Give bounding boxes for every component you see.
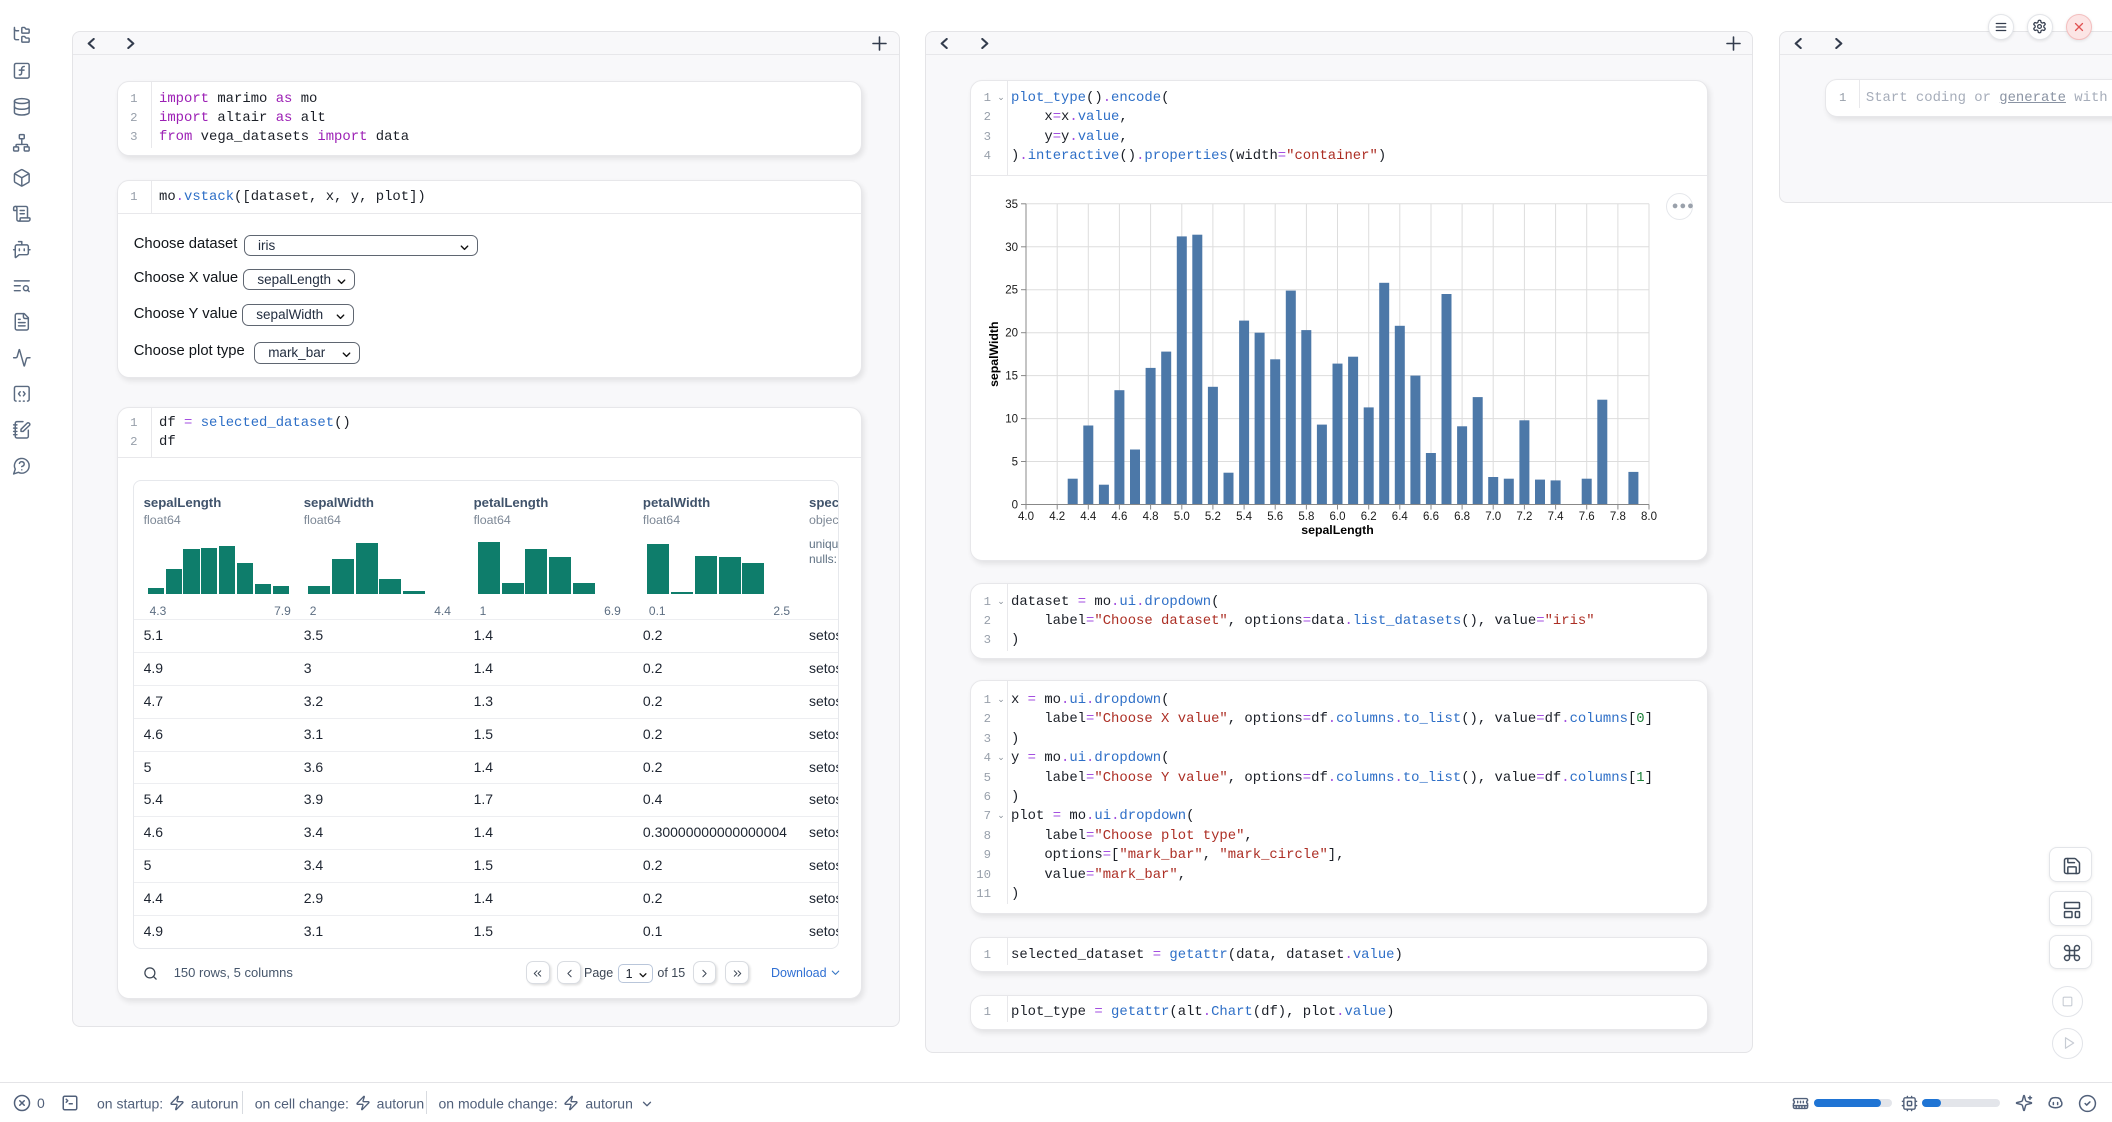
svg-text:7.8: 7.8 <box>1610 511 1626 523</box>
svg-text:6.4: 6.4 <box>1392 511 1409 523</box>
svg-text:6.2: 6.2 <box>1361 511 1377 523</box>
svg-text:sepalWidth: sepalWidth <box>987 321 1001 386</box>
svg-text:30: 30 <box>1005 241 1018 253</box>
svg-text:35: 35 <box>1005 198 1018 210</box>
svg-text:4.6: 4.6 <box>1111 511 1127 523</box>
svg-text:sepalLength: sepalLength <box>1301 523 1373 537</box>
svg-text:5.8: 5.8 <box>1298 511 1314 523</box>
svg-text:6.6: 6.6 <box>1423 511 1439 523</box>
svg-text:7.2: 7.2 <box>1516 511 1532 523</box>
svg-text:5: 5 <box>1012 456 1018 468</box>
svg-text:4.4: 4.4 <box>1080 511 1097 523</box>
svg-text:5.0: 5.0 <box>1174 511 1190 523</box>
svg-text:10: 10 <box>1005 413 1018 425</box>
svg-text:4.0: 4.0 <box>1018 511 1034 523</box>
svg-text:7.4: 7.4 <box>1548 511 1565 523</box>
svg-text:7.0: 7.0 <box>1485 511 1501 523</box>
svg-text:5.6: 5.6 <box>1267 511 1283 523</box>
svg-text:5.4: 5.4 <box>1236 511 1253 523</box>
svg-text:15: 15 <box>1005 370 1018 382</box>
svg-text:5.2: 5.2 <box>1205 511 1221 523</box>
svg-text:4.8: 4.8 <box>1143 511 1159 523</box>
svg-text:20: 20 <box>1005 327 1018 339</box>
svg-text:25: 25 <box>1005 284 1018 296</box>
svg-text:6.0: 6.0 <box>1330 511 1346 523</box>
svg-text:0: 0 <box>1012 499 1018 511</box>
svg-text:6.8: 6.8 <box>1454 511 1470 523</box>
svg-text:4.2: 4.2 <box>1049 511 1065 523</box>
svg-text:7.6: 7.6 <box>1579 511 1595 523</box>
svg-text:8.0: 8.0 <box>1641 511 1657 523</box>
